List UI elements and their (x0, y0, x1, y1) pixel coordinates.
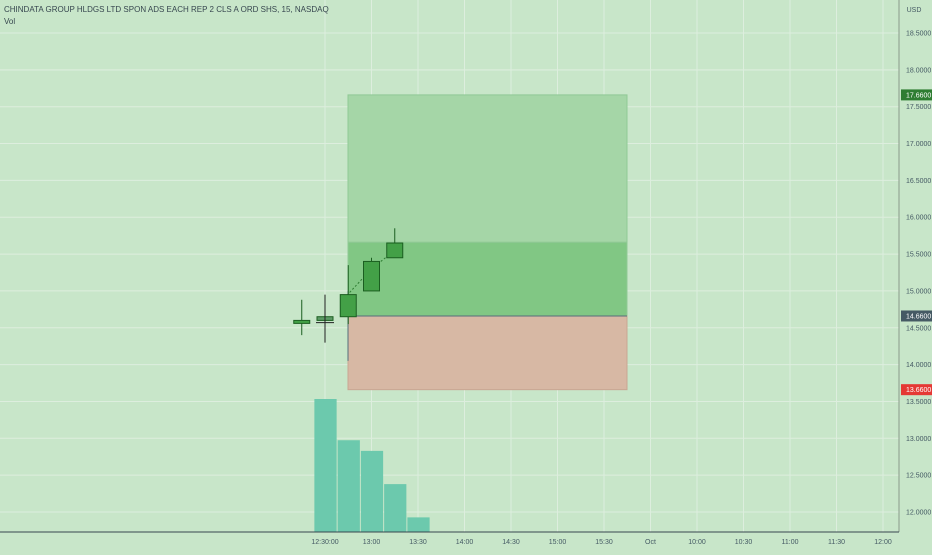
price-tick-label: 16.0000 (906, 215, 931, 222)
price-axis-background (899, 0, 932, 550)
candle-body[interactable] (386, 242, 404, 259)
volume-series (314, 399, 430, 532)
time-tick-label: 10:00 (688, 539, 706, 546)
price-tick-label: 12.5000 (906, 473, 931, 480)
time-tick-label: 11:30 (828, 539, 845, 546)
price-tick-label: 13.5000 (906, 399, 931, 406)
target-zone-upper[interactable] (347, 94, 628, 243)
price-axis[interactable]: USD 12.0000 12.5000 13.0000 13.5000 14.0000 14… (898, 0, 932, 550)
time-tick-label: 12:00 (874, 539, 892, 546)
price-tick-label: 15.5000 (906, 252, 931, 259)
currency-label: USD (907, 7, 922, 14)
price-tick-label: 17.0000 (906, 141, 931, 148)
stop-zone[interactable] (347, 315, 628, 391)
symbol-title: CHINDATA GROUP HLDGS LTD SPON ADS EACH R… (4, 5, 329, 14)
price-tick-label: 18.0000 (906, 67, 931, 74)
time-tick-label: 11:00 (782, 539, 799, 546)
time-tick-label: 10:30 (735, 539, 753, 546)
stop-price-badge[interactable] (901, 384, 932, 396)
price-tick-label: 16.5000 (906, 178, 931, 185)
time-tick-label: 14:30 (502, 539, 520, 546)
target-price-badge-text: 17.6600 (906, 92, 931, 99)
volume-bar (360, 450, 384, 532)
time-tick-label: 12:30:00 (311, 539, 338, 546)
volume-bar (407, 517, 430, 532)
time-tick-label: 13:00 (363, 539, 381, 546)
time-tick-label: 15:30 (595, 539, 613, 546)
volume-bar (384, 484, 407, 532)
volume-bar (314, 399, 337, 532)
price-tick-label: 14.0000 (906, 362, 931, 369)
time-tick-label: 13:30 (409, 539, 427, 546)
candle-body[interactable] (293, 319, 311, 324)
time-tick-label: 14:00 (456, 539, 474, 546)
price-tick-label: 12.0000 (906, 510, 931, 517)
time-axis[interactable]: 12:30:00 13:00 13:30 14:00 14:30 15:00 15:30 Oc… (0, 531, 899, 546)
price-tick-label: 15.0000 (906, 288, 931, 295)
volume-indicator-label[interactable]: Vol (4, 17, 16, 26)
stop-price-badge-text: 13.6600 (906, 387, 931, 394)
candle-body[interactable] (339, 294, 357, 318)
target-price-badge[interactable] (901, 89, 932, 101)
price-tick-label: 14.5000 (906, 325, 931, 332)
crosshair-cursor (316, 294, 334, 343)
price-tick-label: 18.5000 (906, 31, 931, 38)
long-position-tool[interactable] (347, 94, 628, 391)
entry-price-badge[interactable] (901, 310, 932, 322)
price-tick-label: 17.5000 (906, 104, 931, 111)
time-tick-label: Oct (645, 539, 656, 546)
time-tick-label: 15:00 (549, 539, 567, 546)
candle-body[interactable] (363, 260, 380, 292)
entry-price-badge-text: 14.6600 (906, 313, 931, 320)
volume-bar (337, 440, 360, 532)
price-tick-label: 13.0000 (906, 436, 931, 443)
